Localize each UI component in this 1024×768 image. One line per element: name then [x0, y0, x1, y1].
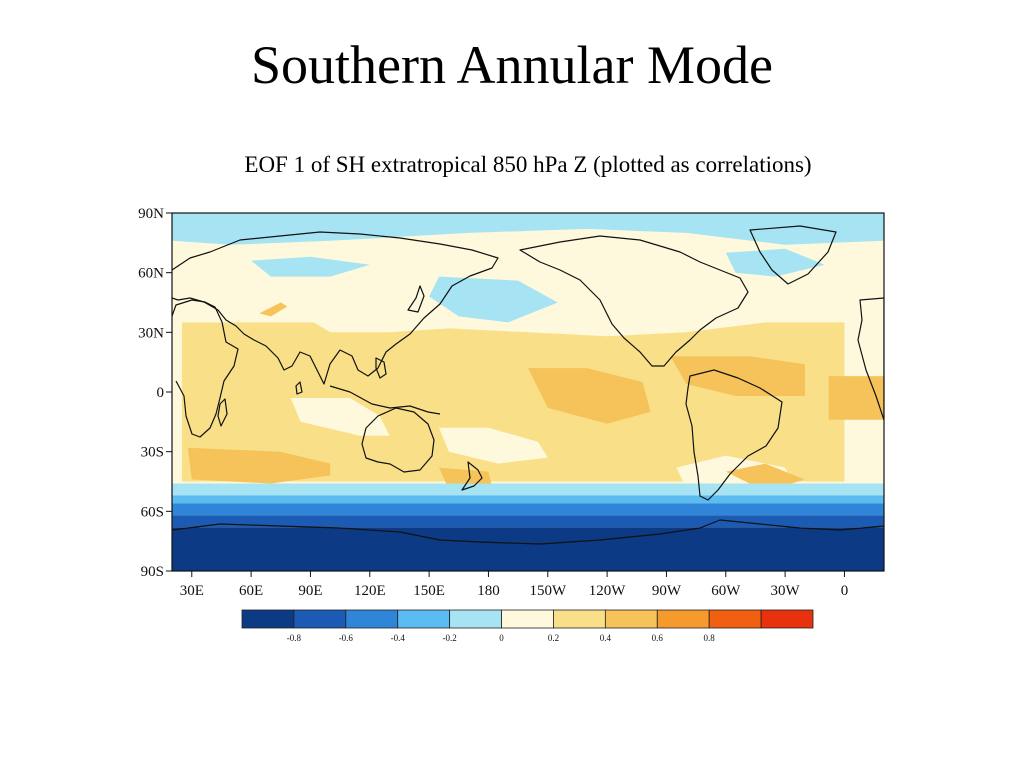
correlation-region-13: [429, 276, 558, 323]
lon-tick-label: 150E: [413, 583, 445, 599]
lat-tick-label: 60N: [138, 266, 164, 282]
lat-tick-label: 60S: [141, 504, 164, 520]
map-title: EOF 1 of SH extratropical 850 hPa Z (plo…: [244, 152, 812, 177]
coastline-west-africa: [857, 297, 884, 421]
colorbar-swatch: [345, 609, 399, 629]
colorbar-swatch: [501, 609, 554, 629]
lon-tick-label: 60E: [239, 583, 263, 599]
correlation-region-11: [172, 213, 884, 337]
correlation-field: [172, 213, 884, 571]
correlation-region-15: [725, 248, 825, 277]
correlation-region-1: [290, 398, 390, 436]
lat-tick-label: 90S: [141, 564, 164, 580]
colorbar-swatch: [449, 609, 502, 629]
lon-tick-label: 120W: [589, 583, 627, 599]
lat-tick-label: 90N: [138, 206, 164, 222]
colorbar-swatch: [397, 609, 451, 629]
correlation-region-12: [172, 213, 884, 245]
coastline-sri-lanka: [295, 381, 303, 395]
correlation-region-4: [187, 447, 331, 484]
colorbar-swatch: [656, 609, 710, 629]
coastline-japan: [407, 285, 425, 313]
coastline-south-america: [685, 369, 783, 501]
lon-tick-label: 90E: [298, 583, 322, 599]
coastline-antarctica: [172, 519, 884, 545]
colorbar-label: 0.2: [548, 633, 559, 643]
coastline-north-america: [519, 235, 749, 367]
coastline-maritime-continent: [329, 385, 441, 415]
coastline-philippines: [375, 357, 387, 379]
longitude-axis: 30E 60E 90E 120E 150E 180 150W 120W 90W 60W 30W 0: [180, 571, 849, 599]
lon-tick-label: 150W: [529, 583, 567, 599]
colorbar-label: 0.4: [600, 633, 612, 643]
colorbar-label: 0.6: [652, 633, 664, 643]
zonal-band-0: [172, 483, 884, 496]
lon-tick-label: 120E: [354, 583, 386, 599]
colorbar-label: -0.8: [287, 633, 302, 643]
lon-tick-label: 0: [841, 583, 849, 599]
colorbar-label: -0.6: [339, 633, 354, 643]
coastline-greenland: [749, 225, 837, 285]
colorbar-swatch: [293, 609, 347, 629]
lon-tick-label: 60W: [711, 583, 741, 599]
correlation-region-7: [670, 356, 805, 396]
lat-tick-label: 30N: [138, 325, 164, 341]
colorbar-label: 0.8: [704, 633, 716, 643]
lat-tick-label: 30S: [141, 445, 164, 461]
lon-tick-label: 180: [477, 583, 500, 599]
zonal-band-3: [172, 515, 884, 528]
zonal-band-2: [172, 503, 884, 516]
lon-tick-label: 30E: [180, 583, 204, 599]
lat-tick-label: 0: [157, 385, 165, 401]
colorbar-swatch: [760, 609, 814, 629]
correlation-region-14: [251, 256, 370, 277]
coastline-madagascar: [217, 398, 228, 427]
lon-tick-label: 30W: [771, 583, 801, 599]
correlation-region-6: [528, 368, 651, 424]
coastlines: [172, 225, 884, 545]
colorbar: -0.8 -0.6 -0.4 -0.2 0 0.2 0.4 0.6 0.8: [241, 609, 814, 643]
coastline-australia: [361, 407, 435, 473]
colorbar-label: 0: [499, 633, 504, 643]
coastline-eurasia: [172, 231, 499, 385]
colorbar-swatch: [708, 609, 762, 629]
lon-tick-label: 90W: [652, 583, 682, 599]
slide-title: Southern Annular Mode: [251, 35, 773, 95]
correlation-region-10: [828, 376, 884, 420]
coastline-new-zealand: [461, 461, 483, 491]
colorbar-label: -0.4: [391, 633, 406, 643]
latitude-axis: 90N 60N 30N 0 30S 60S 90S: [138, 206, 172, 580]
colorbar-label: -0.2: [443, 633, 457, 643]
zonal-band-1: [172, 495, 884, 504]
correlation-region-2: [439, 427, 548, 464]
zonal-band-4: [172, 527, 884, 571]
colorbar-swatch: [604, 609, 658, 629]
colorbar-swatch: [241, 609, 295, 629]
colorbar-swatch: [553, 609, 606, 629]
